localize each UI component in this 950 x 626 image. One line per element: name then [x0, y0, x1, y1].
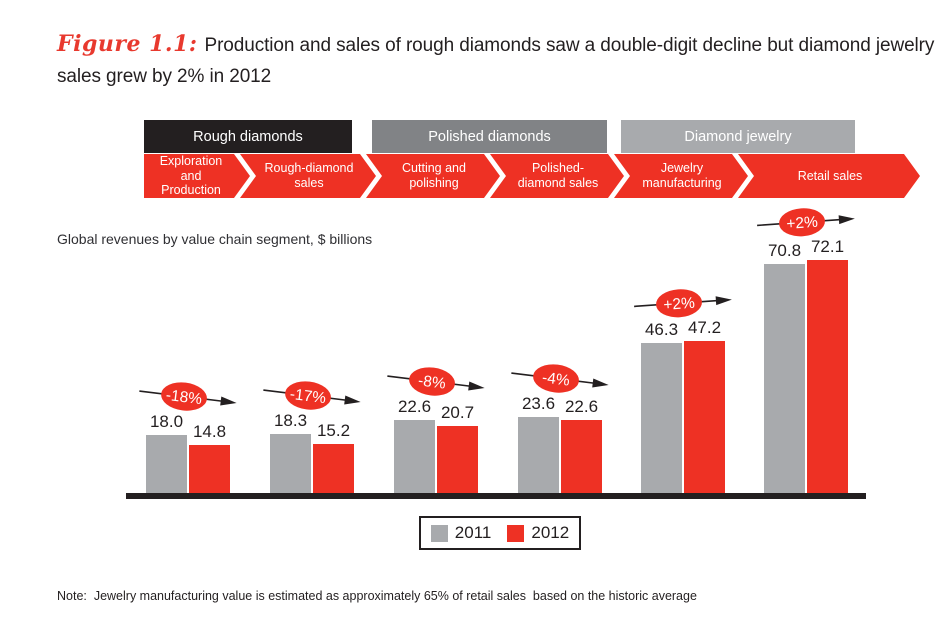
- bar-2012: [561, 419, 602, 493]
- bar-value-label: 18.3: [273, 410, 308, 430]
- change-arrow-icon: +2%: [757, 208, 855, 237]
- legend-swatch: [507, 524, 525, 542]
- bar-2012: [437, 426, 478, 493]
- bar-value-label: 15.2: [316, 420, 351, 440]
- bar-2012: [189, 445, 230, 493]
- chevron-step-cutting-polishing: Cutting and polishing: [366, 154, 500, 198]
- legend-item-2011: 2011: [430, 523, 492, 543]
- bar-2011: [270, 433, 311, 493]
- bar-2012: [684, 340, 725, 493]
- change-arrow-icon: -17%: [263, 381, 361, 410]
- chevron-step-exploration-production: Exploration and Production: [144, 154, 250, 198]
- step-label: Cutting and polishing: [402, 161, 466, 190]
- bar-2011: [764, 264, 805, 493]
- chart-legend: 2011 2012: [419, 516, 581, 550]
- chevron-step-retail-sales: Retail sales: [738, 154, 920, 198]
- svg-text:-4%: -4%: [541, 369, 571, 389]
- bar-2011: [518, 416, 559, 493]
- figure-title-text: Production and sales of rough diamonds s…: [57, 35, 935, 88]
- bar-value-label: 14.8: [192, 422, 227, 442]
- bar-value-label: 18.0: [149, 411, 184, 431]
- bar-2011: [146, 434, 187, 493]
- svg-text:+2%: +2%: [786, 214, 819, 233]
- change-arrow-icon: +2%: [634, 288, 732, 317]
- legend-label: 2011: [454, 523, 492, 542]
- figure-title: Figure 1.1: Production and sales of rough…: [57, 27, 935, 93]
- bar-value-label: 22.6: [397, 396, 432, 416]
- x-axis-line: [126, 493, 866, 499]
- legend-swatch: [430, 524, 448, 542]
- bar-value-label: 20.7: [440, 403, 475, 423]
- bar-2012: [313, 443, 354, 493]
- stage-box-polished-diamonds: Polished diamonds: [372, 120, 607, 153]
- bar-value-label: 47.2: [687, 317, 722, 337]
- change-badge: -4%: [508, 359, 612, 399]
- step-label: Retail sales: [797, 168, 863, 183]
- change-badge: +2%: [631, 283, 735, 323]
- change-badge: -18%: [136, 377, 240, 417]
- svg-text:+2%: +2%: [663, 294, 696, 313]
- stage-label: Polished diamonds: [428, 128, 551, 145]
- bar-value-label: 22.6: [564, 396, 599, 416]
- svg-text:-18%: -18%: [165, 387, 203, 408]
- change-badge: +2%: [754, 202, 858, 242]
- stage-label: Diamond jewelry: [684, 128, 792, 145]
- bar-2012: [807, 260, 848, 493]
- legend-label: 2012: [531, 523, 570, 542]
- change-arrow-icon: -18%: [139, 382, 237, 411]
- stage-box-diamond-jewelry: Diamond jewelry: [621, 120, 855, 153]
- change-badge: -17%: [260, 376, 364, 416]
- step-label: Exploration and Production: [159, 153, 223, 198]
- chevron-step-jewelry-manufacturing: Jewelry manufacturing: [614, 154, 748, 198]
- step-label: Jewelry manufacturing: [642, 161, 722, 190]
- chevron-step-rough-diamond-sales: Rough-diamond sales: [240, 154, 376, 198]
- change-arrow-icon: -4%: [511, 364, 609, 393]
- change-badge: -8%: [384, 362, 488, 402]
- stage-label: Rough diamonds: [193, 128, 303, 145]
- step-label: Rough-diamond sales: [264, 161, 354, 190]
- figure-number: Figure 1.1:: [57, 31, 198, 57]
- bar-value-label: 70.8: [767, 241, 802, 261]
- legend-item-2012: 2012: [507, 523, 569, 543]
- step-label: Polished-diamond sales: [517, 161, 599, 190]
- bar-value-label: 23.6: [521, 393, 556, 413]
- change-arrow-icon: -8%: [387, 367, 485, 396]
- svg-text:-8%: -8%: [417, 372, 447, 392]
- bar-value-label: 46.3: [644, 320, 679, 340]
- footnotes: Note: Jewelry manufacturing value is est…: [57, 554, 697, 626]
- stage-box-rough-diamonds: Rough diamonds: [144, 120, 352, 153]
- chevron-step-polished-diamond-sales: Polished-diamond sales: [490, 154, 624, 198]
- plot-area: 18.0 14.8 -18% 18.3 15.2 -17% 22.6 20.7 -8% 23.6 2…: [136, 202, 858, 493]
- bar-2011: [394, 419, 435, 493]
- svg-text:-17%: -17%: [289, 386, 327, 407]
- bar-value-label: 72.1: [810, 237, 845, 257]
- chart-axis-caption: Global revenues by value chain segment, …: [57, 231, 373, 247]
- bar-2011: [641, 343, 682, 493]
- note-line: Note: Jewelry manufacturing value is est…: [57, 588, 697, 603]
